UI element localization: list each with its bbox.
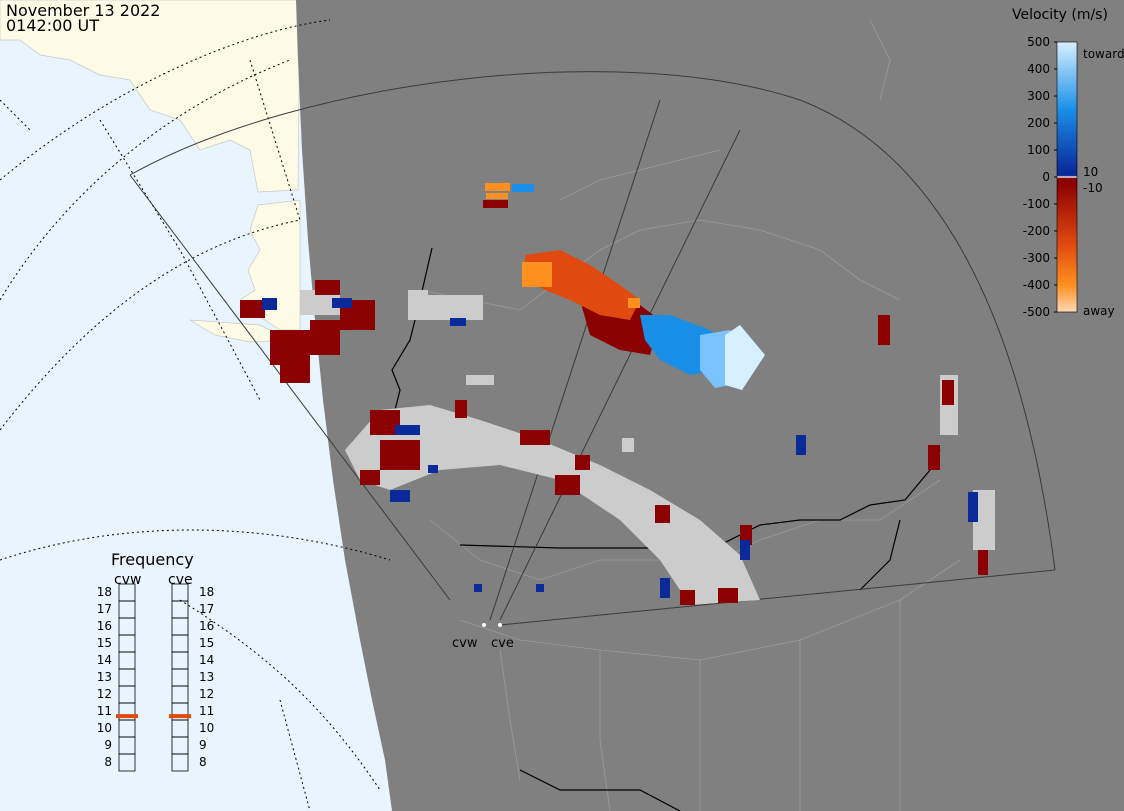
colorbar-minus-label: -10 (1083, 181, 1103, 195)
colorbar-ticks: 500 400 300 200 100 0 -100 -200 -300 -400 -500 (1023, 35, 1057, 319)
colorbar-tick-label: 0 (1042, 170, 1050, 184)
frequency-scale-label: 8 (199, 755, 207, 769)
colorbar-title: Velocity (m/s) (1012, 7, 1108, 23)
frequency-scales: 18 17 16 15 14 13 12 11 10 9 8 18 17 16 15 14 13 12 11 10 9 8 (97, 583, 214, 772)
frequency-scale-label: 16 (97, 619, 112, 633)
frequency-scale-label: 11 (97, 704, 112, 718)
frequency-cell (171, 753, 189, 772)
frequency-cell (118, 753, 136, 772)
frequency-panel: Frequency cvw cve 1817161514131211109818… (97, 550, 214, 772)
colorbar-tick-label: -200 (1023, 224, 1050, 238)
colorbar-tick-label: 200 (1027, 116, 1050, 130)
frequency-scale-label: 14 (97, 653, 112, 667)
velocity-away (240, 183, 988, 605)
colorbar-tick-label: -300 (1023, 251, 1050, 265)
frequency-scale-label: 9 (199, 738, 207, 752)
lat-lon-grid (0, 19, 391, 811)
frequency-scale-label: 8 (104, 755, 112, 769)
frequency-scale-label: 10 (199, 721, 214, 735)
colorbar-tick-label: -100 (1023, 197, 1050, 211)
frequency-scale-label: 17 (199, 602, 214, 616)
frequency-scale-label: 12 (199, 687, 214, 701)
night-region (296, 0, 1124, 811)
timestamp-time: 0142:00 UT (6, 16, 100, 35)
colorbar-tick-label: 100 (1027, 143, 1050, 157)
radar-site-markers: cvw cve (452, 623, 514, 651)
radar-site-cve-label: cve (491, 636, 514, 651)
alaska-land (0, 0, 301, 343)
frequency-scale-label: 18 (199, 585, 214, 599)
frequency-radar-cvw-label: cvw (114, 572, 141, 588)
timestamp-date: November 13 2022 (6, 1, 161, 20)
frequency-scale-label: 14 (199, 653, 214, 667)
radar-site-cve-marker (498, 623, 502, 627)
frequency-scale-label: 10 (97, 721, 112, 735)
frequency-scale-label: 16 (199, 619, 214, 633)
frequency-title: Frequency (111, 550, 194, 569)
colorbar-tick-label: 300 (1027, 89, 1050, 103)
colorbar-away-label: away (1083, 304, 1115, 318)
frequency-scale-label: 13 (199, 670, 214, 684)
colorbar-tick-label: 400 (1027, 62, 1050, 76)
frequency-marker-cve (169, 714, 191, 719)
frequency-scale-label: 15 (97, 636, 112, 650)
colorbar-toward-label: toward (1083, 47, 1124, 61)
frequency-marker-cvw (116, 714, 138, 719)
radar-site-cvw-label: cvw (452, 636, 478, 651)
frequency-scale-label: 17 (97, 602, 112, 616)
colorbar-tick-label: 500 (1027, 35, 1050, 49)
national-borders (391, 247, 941, 811)
frequency-scale-label: 12 (97, 687, 112, 701)
frequency-scale-label: 13 (97, 670, 112, 684)
colorbar-tick-label: -400 (1023, 278, 1050, 292)
frequency-scale-label: 9 (104, 738, 112, 752)
fov-outline (129, 71, 1056, 626)
frequency-scale-label: 11 (199, 704, 214, 718)
colorbar-plus-label: 10 (1083, 165, 1098, 179)
velocity-colorbar: Velocity (m/s) 500 400 300 200 100 0 -100 -200 -… (1012, 7, 1124, 319)
radar-site-cvw-marker (482, 623, 486, 627)
velocity-toward (262, 184, 978, 598)
colorbar-tick-label: -500 (1023, 305, 1050, 319)
frequency-scale-label: 15 (199, 636, 214, 650)
frequency-scale-label: 18 (97, 585, 112, 599)
